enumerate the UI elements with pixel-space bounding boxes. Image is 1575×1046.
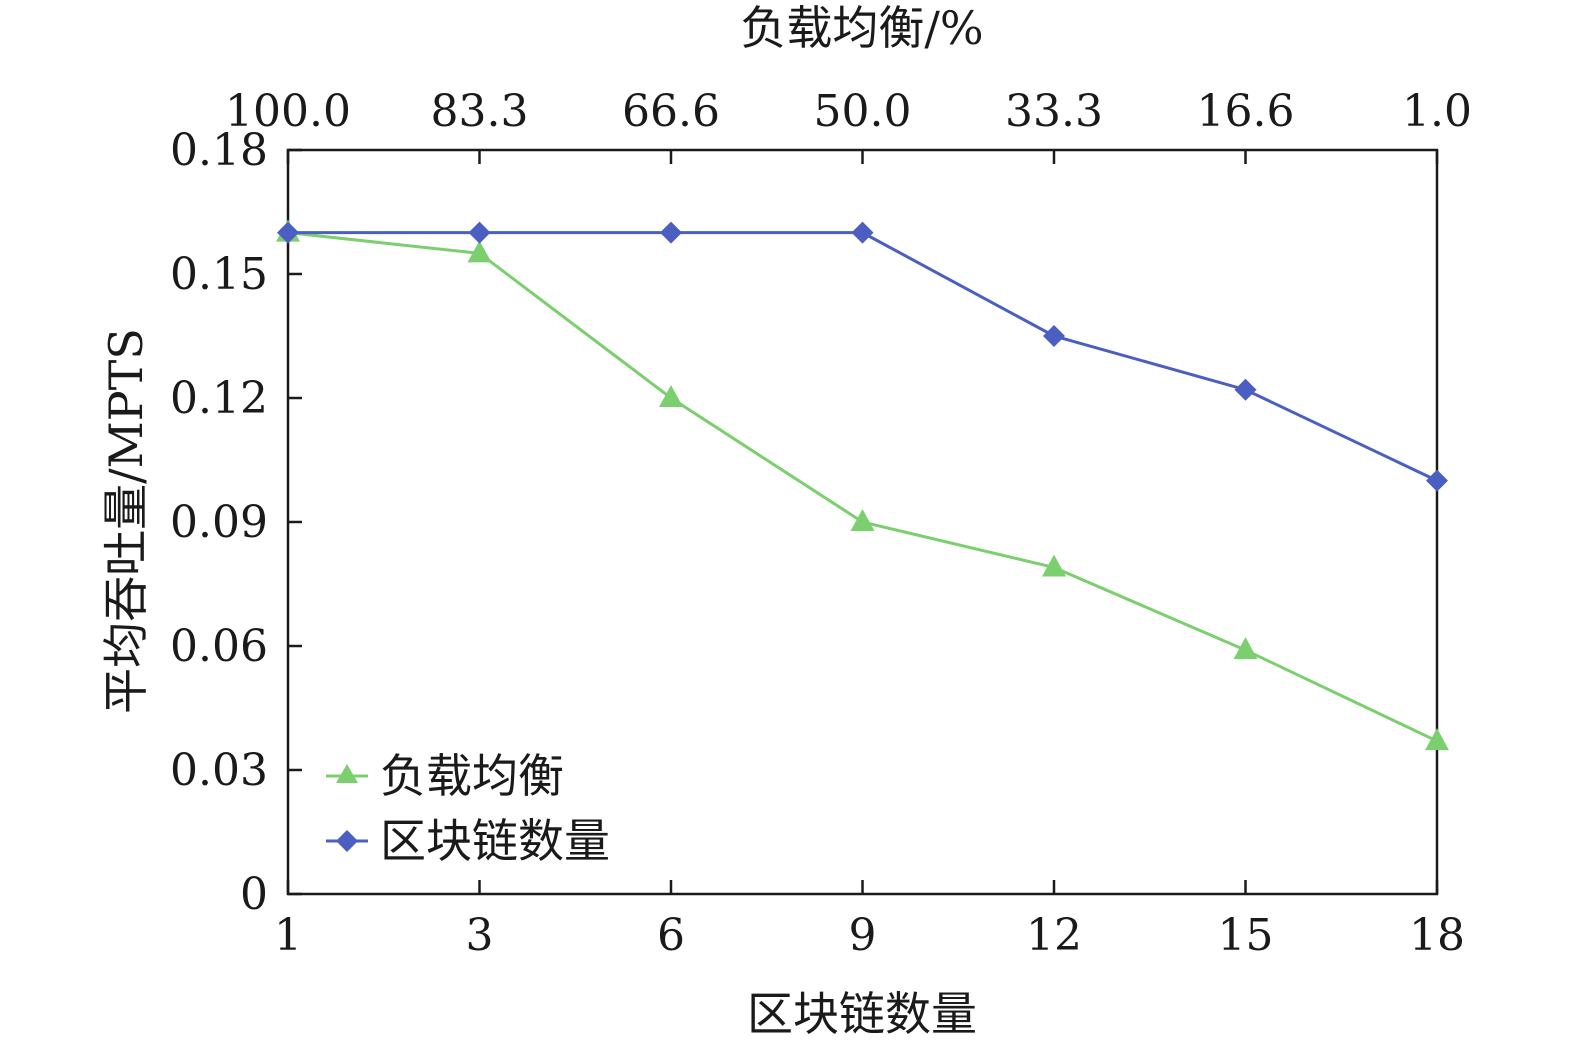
- x2-tick-label: 66.6: [622, 86, 720, 137]
- y-tick-label: 0.18: [170, 125, 268, 176]
- legend-entry-chain-count: 区块链数量: [326, 814, 610, 868]
- x-tick-label: 15: [1218, 910, 1274, 961]
- series-line: [287, 231, 1438, 743]
- x-tick-label: 18: [1409, 910, 1465, 961]
- top-axis-title: 负载均衡/%: [740, 1, 983, 55]
- y-tick-label: 0: [240, 869, 268, 920]
- x-tick-label: 12: [1026, 910, 1082, 961]
- series-layer: [276, 219, 1449, 751]
- data-point-diamond: [1043, 325, 1065, 347]
- data-point-diamond: [1426, 469, 1448, 492]
- legend-diamond-marker: [336, 830, 358, 852]
- y-tick-label: 0.09: [170, 497, 268, 548]
- y-tick-label: 0.12: [170, 373, 268, 424]
- legend-entry-load-balance: 负载均衡: [326, 749, 564, 803]
- legend: 负载均衡 区块链数量: [326, 749, 610, 868]
- legend-label-chain-count: 区块链数量: [380, 814, 610, 868]
- series-line: [288, 231, 1438, 483]
- data-point-triangle: [1425, 728, 1449, 751]
- x-tick-label: 3: [466, 910, 494, 961]
- data-point-diamond: [660, 221, 682, 244]
- data-point-triangle: [659, 385, 683, 407]
- axis-ticks: 1 100.0 3 83.3 6 66.6 9 50.0 12 33.3 15 16.6 18 1.0 0 0…: [170, 86, 1472, 961]
- data-point-triangle: [467, 240, 492, 263]
- legend-triangle-marker: [336, 764, 358, 783]
- x-tick-label: 6: [657, 910, 685, 961]
- data-point-diamond: [851, 221, 874, 244]
- x2-tick-label: 16.6: [1197, 86, 1295, 137]
- y-tick-label: 0.03: [170, 745, 268, 796]
- data-point-diamond: [277, 221, 299, 244]
- x-tick-label: 9: [849, 910, 877, 961]
- bottom-axis-title: 区块链数量: [747, 987, 977, 1041]
- y-tick-label: 0.06: [170, 621, 268, 672]
- series-chain-count: [277, 221, 1448, 492]
- data-point-diamond: [468, 221, 491, 244]
- x2-tick-label: 100.0: [225, 86, 351, 137]
- data-point-triangle: [1233, 637, 1258, 660]
- x2-tick-label: 33.3: [1005, 86, 1103, 137]
- x2-tick-label: 50.0: [814, 86, 912, 137]
- series-load-balance: [276, 219, 1449, 751]
- x2-tick-label: 83.3: [431, 86, 529, 137]
- data-point-diamond: [1234, 378, 1257, 401]
- y-tick-label: 0.15: [170, 249, 268, 300]
- data-point-triangle: [1042, 554, 1066, 577]
- x2-tick-label: 1.0: [1402, 86, 1472, 137]
- y-axis-title: 平均吞吐量/MPTS: [99, 328, 153, 714]
- x-tick-label: 1: [274, 910, 302, 961]
- legend-label-load-balance: 负载均衡: [380, 749, 564, 803]
- data-point-triangle: [850, 509, 875, 531]
